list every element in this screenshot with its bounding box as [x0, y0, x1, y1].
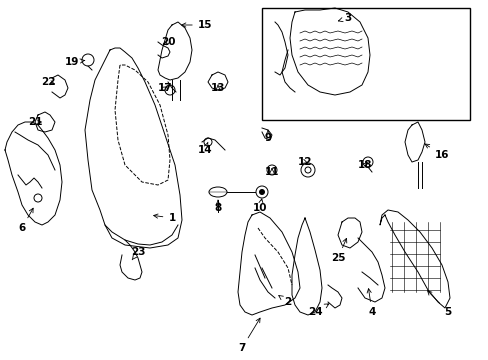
- Text: 5: 5: [427, 291, 451, 317]
- Text: 18: 18: [357, 160, 371, 170]
- Text: 2: 2: [278, 296, 291, 307]
- Text: 14: 14: [197, 142, 212, 155]
- Text: 22: 22: [41, 77, 55, 87]
- Text: 8: 8: [214, 200, 221, 213]
- Text: 16: 16: [424, 144, 448, 160]
- Circle shape: [259, 189, 264, 195]
- Text: 12: 12: [297, 157, 312, 167]
- Text: 15: 15: [182, 20, 212, 30]
- Text: 25: 25: [330, 238, 346, 263]
- Text: 11: 11: [264, 167, 279, 177]
- Text: 7: 7: [238, 318, 260, 353]
- Text: 23: 23: [130, 247, 145, 260]
- Text: 4: 4: [366, 289, 375, 317]
- Text: 9: 9: [264, 130, 271, 143]
- Text: 24: 24: [307, 304, 328, 317]
- Text: 10: 10: [252, 199, 267, 213]
- Text: 17: 17: [157, 83, 172, 93]
- Text: 20: 20: [161, 37, 175, 47]
- Text: 6: 6: [19, 208, 33, 233]
- Text: 21: 21: [28, 117, 42, 127]
- Text: 3: 3: [338, 13, 351, 23]
- Text: 13: 13: [210, 83, 225, 93]
- Text: 1: 1: [153, 213, 175, 223]
- Text: 19: 19: [65, 57, 84, 67]
- Bar: [262, 8, 469, 120]
